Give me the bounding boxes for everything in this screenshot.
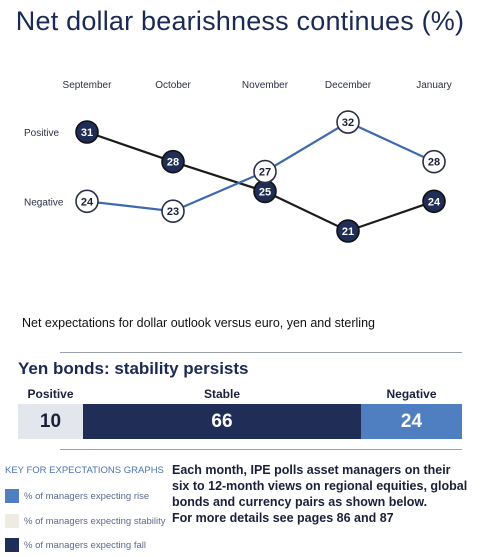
key-label-rise: % of managers expecting rise bbox=[24, 490, 150, 502]
key-label-stability: % of managers expecting stability bbox=[24, 515, 166, 527]
header-positive: Positive bbox=[27, 387, 74, 401]
info-line-1: Each month, IPE polls asset managers on … bbox=[172, 463, 451, 477]
x-tick-label-september: September bbox=[63, 80, 113, 91]
point-positive-october bbox=[161, 149, 185, 174]
x-tick-label-november: November bbox=[242, 80, 289, 91]
x-tick-label-december: December bbox=[325, 80, 372, 91]
data-label-negative-october: 23 bbox=[167, 206, 179, 218]
chart-caption: Net expectations for dollar outlook vers… bbox=[22, 316, 375, 330]
key-item-fall: % of managers expecting fall bbox=[5, 538, 146, 552]
data-label-negative-november: 27 bbox=[259, 167, 271, 179]
page-title: Net dollar bearishness continues (%) bbox=[15, 6, 465, 36]
point-positive-january bbox=[422, 189, 446, 214]
point-positive-september bbox=[75, 120, 99, 144]
data-label-positive-january: 24 bbox=[428, 196, 441, 208]
bar-negative: 24 bbox=[361, 404, 462, 439]
point-negative-september bbox=[75, 189, 99, 214]
point-negative-december bbox=[336, 110, 360, 134]
key-item-stability: % of managers expecting stability bbox=[5, 514, 166, 528]
series-label-negative: Negative bbox=[24, 197, 64, 208]
divider-top bbox=[60, 352, 462, 353]
data-label-negative-september: 24 bbox=[81, 196, 94, 208]
x-tick-label-october: October bbox=[155, 80, 191, 91]
data-label-positive-november: 25 bbox=[259, 186, 271, 198]
header-negative: Negative bbox=[386, 387, 437, 401]
bar-positive: 10 bbox=[18, 404, 83, 439]
series-label-positive: Positive bbox=[24, 128, 59, 139]
divider-bottom bbox=[60, 449, 462, 450]
info-line-2: six to 12-month views on regional equiti… bbox=[172, 479, 468, 493]
x-tick-label-january: January bbox=[416, 80, 452, 91]
point-positive-december bbox=[336, 219, 360, 243]
data-label-negative-january: 28 bbox=[428, 157, 440, 169]
data-label-positive-october: 28 bbox=[167, 157, 179, 169]
key-swatch-rise bbox=[5, 489, 19, 503]
key-swatch-stability bbox=[5, 514, 19, 528]
info-line-3: bonds and currency pairs as shown below. bbox=[172, 495, 428, 509]
header-stable: Stable bbox=[203, 387, 240, 401]
key-label-fall: % of managers expecting fall bbox=[24, 539, 146, 551]
section-subtitle: Yen bonds: stability persists bbox=[18, 359, 249, 378]
info-line-4: For more details see pages 86 and 87 bbox=[172, 511, 394, 525]
data-label-positive-september: 31 bbox=[81, 127, 93, 139]
point-negative-january bbox=[422, 149, 446, 174]
key-item-rise: % of managers expecting rise bbox=[5, 489, 149, 503]
data-label-positive-december: 21 bbox=[342, 226, 354, 238]
key-title: KEY FOR EXPECTATIONS GRAPHS bbox=[5, 465, 164, 476]
data-label-negative-december: 32 bbox=[342, 117, 354, 129]
key-swatch-fall bbox=[5, 538, 19, 552]
point-negative-november bbox=[253, 159, 277, 184]
bar-stable: 66 bbox=[83, 404, 361, 439]
point-negative-october bbox=[161, 199, 185, 223]
line-chart: September October November December January P… bbox=[24, 80, 452, 243]
